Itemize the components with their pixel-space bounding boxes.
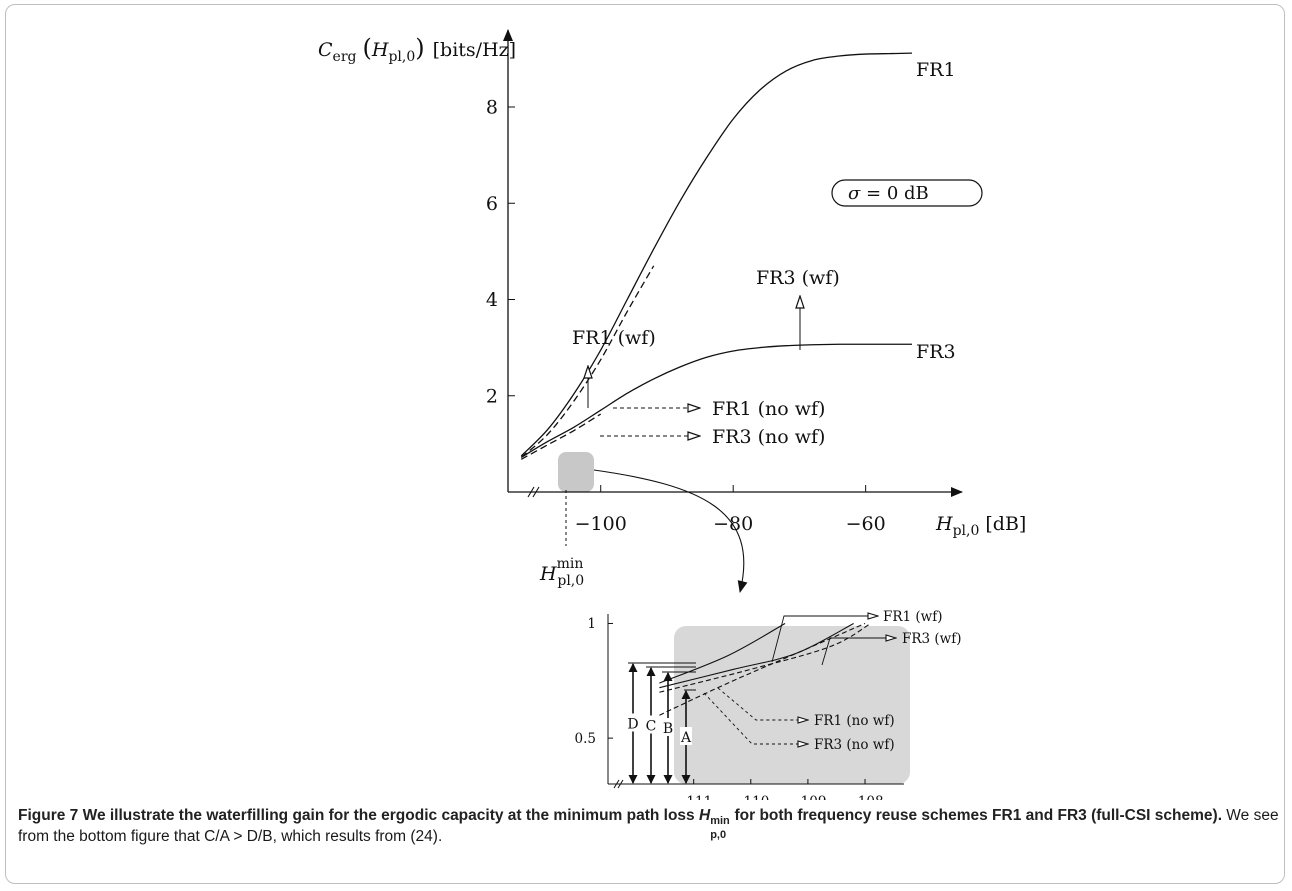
inset-label-fr3-nowf: FR3 (no wf)	[814, 737, 895, 753]
y-tick-label: 0.5	[575, 731, 596, 747]
inset-series-fr3-no-wf	[659, 622, 866, 716]
x-tick-label: −108	[846, 794, 883, 800]
gap-label-bg-b	[662, 718, 674, 736]
gap-label-a: A	[680, 730, 692, 746]
gap-label-c: C	[646, 719, 657, 735]
x-tick-label: −60	[846, 513, 886, 535]
inset-series-fr1-wf	[659, 622, 786, 684]
inset-label-fr1-nowf: FR1 (no wf)	[814, 713, 895, 729]
gap-label-bg-c	[645, 715, 657, 734]
figure-frame	[5, 4, 1285, 884]
x-tick-label: −109	[789, 794, 826, 800]
x-tick-label: −80	[713, 513, 753, 535]
main-series-fr3	[520, 343, 913, 458]
y-tick-label: 4	[486, 289, 498, 311]
caption-body: We see from the bottom figure that C/A >…	[18, 807, 1279, 845]
label-fr3-nowf: FR3 (no wf)	[712, 426, 825, 448]
label-fr3: FR3	[916, 341, 956, 363]
label-fr1: FR1	[916, 59, 956, 81]
inset-fr1-nowf-arrow	[717, 687, 808, 720]
main-axis-break	[527, 486, 540, 498]
label-fr1-wf: FR1 (wf)	[572, 327, 656, 349]
gap-label-b: B	[663, 721, 673, 737]
main-series-fr1	[520, 52, 913, 457]
gap-label-bg-d	[627, 713, 639, 732]
y-tick-label: 8	[486, 97, 498, 119]
main-chart: −100 −80 −60 2 4 6 8 Cerg (Hpl,0) [bits/Hz] Hpl,…	[318, 29, 1026, 593]
gap-label-bg-a	[680, 727, 692, 745]
main-x-axis-label: Hpl,0 [dB]	[935, 513, 1026, 539]
min-highlight-region	[558, 452, 594, 492]
inset-label-fr1-wf: FR1 (wf)	[883, 609, 943, 625]
main-y-axis-label: Cerg (Hpl,0) [bits/Hz]	[318, 34, 516, 65]
sigma-annotation-box	[831, 179, 983, 207]
label-fr1-nowf: FR1 (no wf)	[712, 398, 825, 420]
gap-label-d: D	[627, 717, 638, 733]
x-tick-label: −110	[732, 794, 769, 800]
main-series-fr3-no-wf	[520, 413, 602, 460]
x-tick-label: −111	[675, 794, 712, 800]
inset-fr1-wf-arrow	[771, 616, 878, 663]
main-series-fr1-no-wf	[520, 265, 655, 458]
y-tick-label: 6	[486, 193, 498, 215]
figure-caption: Figure 7 We illustrate the waterfilling …	[18, 805, 1280, 847]
y-tick-label: 1	[587, 616, 596, 632]
inset-series-fr3-wf	[659, 622, 854, 689]
y-tick-label: 2	[486, 385, 498, 407]
x-tick-label: −100	[575, 513, 627, 535]
label-fr3-wf: FR3 (wf)	[756, 267, 840, 289]
min-marker-label: Hmin pl,0	[539, 556, 584, 589]
inset-label-fr3-wf: FR3 (wf)	[902, 631, 962, 647]
zoom-connector-arrow	[593, 469, 748, 593]
inset-series-fr1-no-wf	[659, 622, 872, 693]
inset-fr3-wf-arrow	[821, 638, 896, 666]
figure-svg: −100 −80 −60 2 4 6 8 Cerg (Hpl,0) [bits/Hz] Hpl,…	[318, 29, 1026, 800]
caption-lead: Figure 7 We illustrate the waterfilling …	[18, 807, 1222, 841]
sigma-annotation-text: σ = 0 dB	[848, 183, 929, 204]
inset-highlight-region	[674, 626, 910, 784]
inset-axis-break	[613, 779, 624, 789]
